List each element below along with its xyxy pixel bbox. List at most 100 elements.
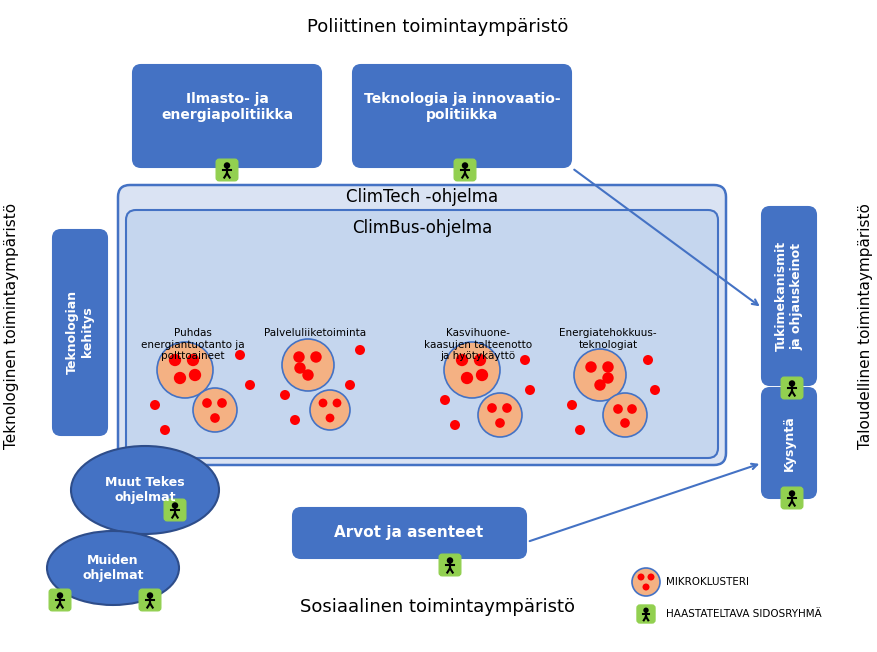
Text: Palveluliiketoiminta: Palveluliiketoiminta	[264, 328, 366, 338]
Circle shape	[282, 339, 334, 391]
Circle shape	[643, 355, 653, 365]
Circle shape	[57, 592, 63, 599]
Circle shape	[585, 361, 596, 373]
Circle shape	[187, 354, 199, 366]
Circle shape	[602, 372, 614, 384]
Circle shape	[460, 372, 474, 384]
Circle shape	[444, 342, 500, 398]
Circle shape	[627, 404, 637, 414]
Text: ClimBus-ohjelma: ClimBus-ohjelma	[352, 219, 492, 237]
FancyBboxPatch shape	[439, 554, 460, 576]
Text: MIKROKLUSTERI: MIKROKLUSTERI	[666, 577, 749, 587]
Text: Muiden
ohjelmat: Muiden ohjelmat	[82, 554, 144, 582]
Circle shape	[157, 342, 213, 398]
Circle shape	[647, 574, 654, 580]
Text: Sosiaalinen toimintaympäristö: Sosiaalinen toimintaympäristö	[301, 598, 575, 616]
Text: ClimTech -ohjelma: ClimTech -ohjelma	[346, 188, 498, 206]
FancyBboxPatch shape	[217, 159, 238, 181]
Circle shape	[476, 369, 488, 381]
FancyBboxPatch shape	[139, 589, 160, 611]
FancyBboxPatch shape	[133, 65, 321, 167]
Circle shape	[474, 354, 486, 366]
Circle shape	[440, 395, 450, 405]
Text: Kasvihuone-
kaasujen talteenotto
ja hyötykäyttö: Kasvihuone- kaasujen talteenotto ja hyöt…	[424, 328, 532, 361]
FancyBboxPatch shape	[118, 185, 726, 465]
FancyBboxPatch shape	[164, 499, 186, 521]
Circle shape	[325, 413, 334, 422]
Circle shape	[613, 404, 623, 414]
Text: Tukimekanismit
ja ohjauskeinot: Tukimekanismit ja ohjauskeinot	[775, 241, 803, 351]
FancyBboxPatch shape	[762, 388, 816, 498]
Circle shape	[644, 608, 649, 613]
Circle shape	[525, 385, 535, 395]
Circle shape	[638, 574, 645, 580]
Circle shape	[189, 369, 201, 381]
Circle shape	[193, 388, 237, 432]
Text: Puhdas
energiantuotanto ja
polttoaineet: Puhdas energiantuotanto ja polttoaineet	[141, 328, 245, 361]
FancyBboxPatch shape	[293, 508, 526, 558]
Circle shape	[575, 425, 585, 435]
Text: Teknologian
kehitys: Teknologian kehitys	[66, 290, 94, 374]
FancyBboxPatch shape	[49, 589, 71, 611]
Text: Ilmasto- ja
energiapolitiikka: Ilmasto- ja energiapolitiikka	[161, 92, 293, 122]
Circle shape	[174, 372, 186, 384]
Circle shape	[567, 400, 577, 410]
Circle shape	[345, 380, 355, 390]
Text: Arvot ja asenteet: Arvot ja asenteet	[334, 526, 483, 541]
Circle shape	[160, 425, 170, 435]
FancyBboxPatch shape	[53, 230, 107, 435]
FancyBboxPatch shape	[454, 159, 476, 181]
Circle shape	[456, 354, 468, 366]
Circle shape	[310, 390, 350, 430]
Circle shape	[487, 403, 497, 413]
Circle shape	[332, 398, 341, 408]
Circle shape	[446, 557, 453, 564]
Circle shape	[245, 380, 255, 390]
Circle shape	[450, 420, 460, 430]
Circle shape	[632, 568, 660, 596]
Circle shape	[290, 415, 300, 425]
Circle shape	[643, 584, 650, 591]
Circle shape	[355, 345, 365, 355]
FancyBboxPatch shape	[781, 378, 802, 399]
Ellipse shape	[47, 531, 179, 605]
Text: Kysyntä: Kysyntä	[782, 415, 795, 471]
Circle shape	[303, 369, 314, 381]
Circle shape	[574, 349, 626, 401]
Text: Taloudellinen toimintaympäristö: Taloudellinen toimintaympäristö	[859, 203, 873, 449]
Circle shape	[217, 398, 227, 408]
Circle shape	[788, 380, 795, 387]
FancyBboxPatch shape	[353, 65, 571, 167]
Circle shape	[310, 351, 322, 363]
Circle shape	[503, 403, 512, 413]
Circle shape	[280, 390, 290, 400]
Circle shape	[650, 385, 660, 395]
FancyBboxPatch shape	[637, 605, 655, 623]
Circle shape	[788, 490, 795, 497]
Circle shape	[293, 351, 304, 363]
Circle shape	[224, 162, 231, 169]
Circle shape	[169, 354, 182, 366]
Ellipse shape	[71, 446, 219, 534]
Circle shape	[146, 592, 153, 599]
Circle shape	[203, 398, 212, 408]
Circle shape	[462, 162, 468, 169]
Text: Teknologia ja innovaatio-
politiikka: Teknologia ja innovaatio- politiikka	[364, 92, 560, 122]
Text: Muut Tekes
ohjelmat: Muut Tekes ohjelmat	[105, 476, 185, 504]
Circle shape	[295, 363, 306, 374]
Text: Poliittinen toimintaympäristö: Poliittinen toimintaympäristö	[307, 18, 568, 36]
Circle shape	[235, 350, 245, 360]
Circle shape	[603, 393, 647, 437]
Circle shape	[602, 361, 614, 373]
Circle shape	[520, 355, 530, 365]
Circle shape	[478, 393, 522, 437]
FancyBboxPatch shape	[762, 207, 816, 385]
Circle shape	[210, 413, 220, 423]
Text: Teknologinen toimintaympäristö: Teknologinen toimintaympäristö	[4, 203, 19, 449]
Text: Energiatehokkuus-
teknologiat: Energiatehokkuus- teknologiat	[560, 328, 657, 349]
FancyBboxPatch shape	[126, 210, 718, 458]
Text: HAASTATELTAVA SIDOSRYHMÄ: HAASTATELTAVA SIDOSRYHMÄ	[666, 609, 822, 619]
Circle shape	[620, 418, 630, 428]
Circle shape	[150, 400, 160, 410]
Circle shape	[496, 418, 505, 428]
